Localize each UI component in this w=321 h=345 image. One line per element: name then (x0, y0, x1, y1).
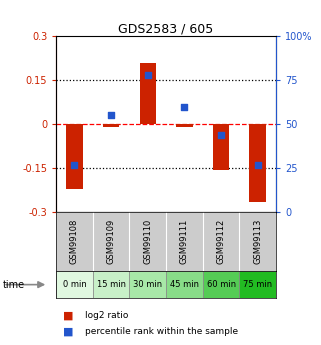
Text: 75 min: 75 min (243, 280, 272, 289)
Text: GSM99109: GSM99109 (107, 219, 116, 264)
Text: GSM99108: GSM99108 (70, 219, 79, 264)
FancyBboxPatch shape (93, 271, 129, 298)
Text: ■: ■ (63, 311, 73, 321)
Text: GSM99112: GSM99112 (217, 219, 226, 264)
FancyBboxPatch shape (166, 271, 203, 298)
Title: GDS2583 / 605: GDS2583 / 605 (118, 22, 214, 35)
Text: ■: ■ (63, 326, 73, 336)
Bar (103, 124, 119, 127)
Text: GSM99113: GSM99113 (253, 219, 262, 264)
Bar (140, 62, 156, 124)
Text: 30 min: 30 min (133, 280, 162, 289)
FancyBboxPatch shape (203, 271, 239, 298)
Text: 60 min: 60 min (206, 280, 236, 289)
FancyBboxPatch shape (129, 271, 166, 298)
Bar (66, 124, 83, 189)
Point (145, 72, 150, 78)
Bar (213, 124, 229, 170)
Text: GSM99110: GSM99110 (143, 219, 152, 264)
Text: GSM99111: GSM99111 (180, 219, 189, 264)
Text: time: time (3, 280, 25, 289)
FancyBboxPatch shape (56, 271, 93, 298)
Point (182, 104, 187, 109)
Point (108, 112, 114, 118)
Bar (176, 124, 193, 127)
FancyBboxPatch shape (239, 271, 276, 298)
Text: log2 ratio: log2 ratio (85, 311, 128, 320)
Point (72, 162, 77, 167)
Text: percentile rank within the sample: percentile rank within the sample (85, 327, 238, 336)
Point (219, 132, 224, 138)
Point (255, 162, 260, 167)
Text: 15 min: 15 min (97, 280, 126, 289)
Bar (249, 124, 266, 202)
Text: 0 min: 0 min (63, 280, 86, 289)
Text: 45 min: 45 min (170, 280, 199, 289)
